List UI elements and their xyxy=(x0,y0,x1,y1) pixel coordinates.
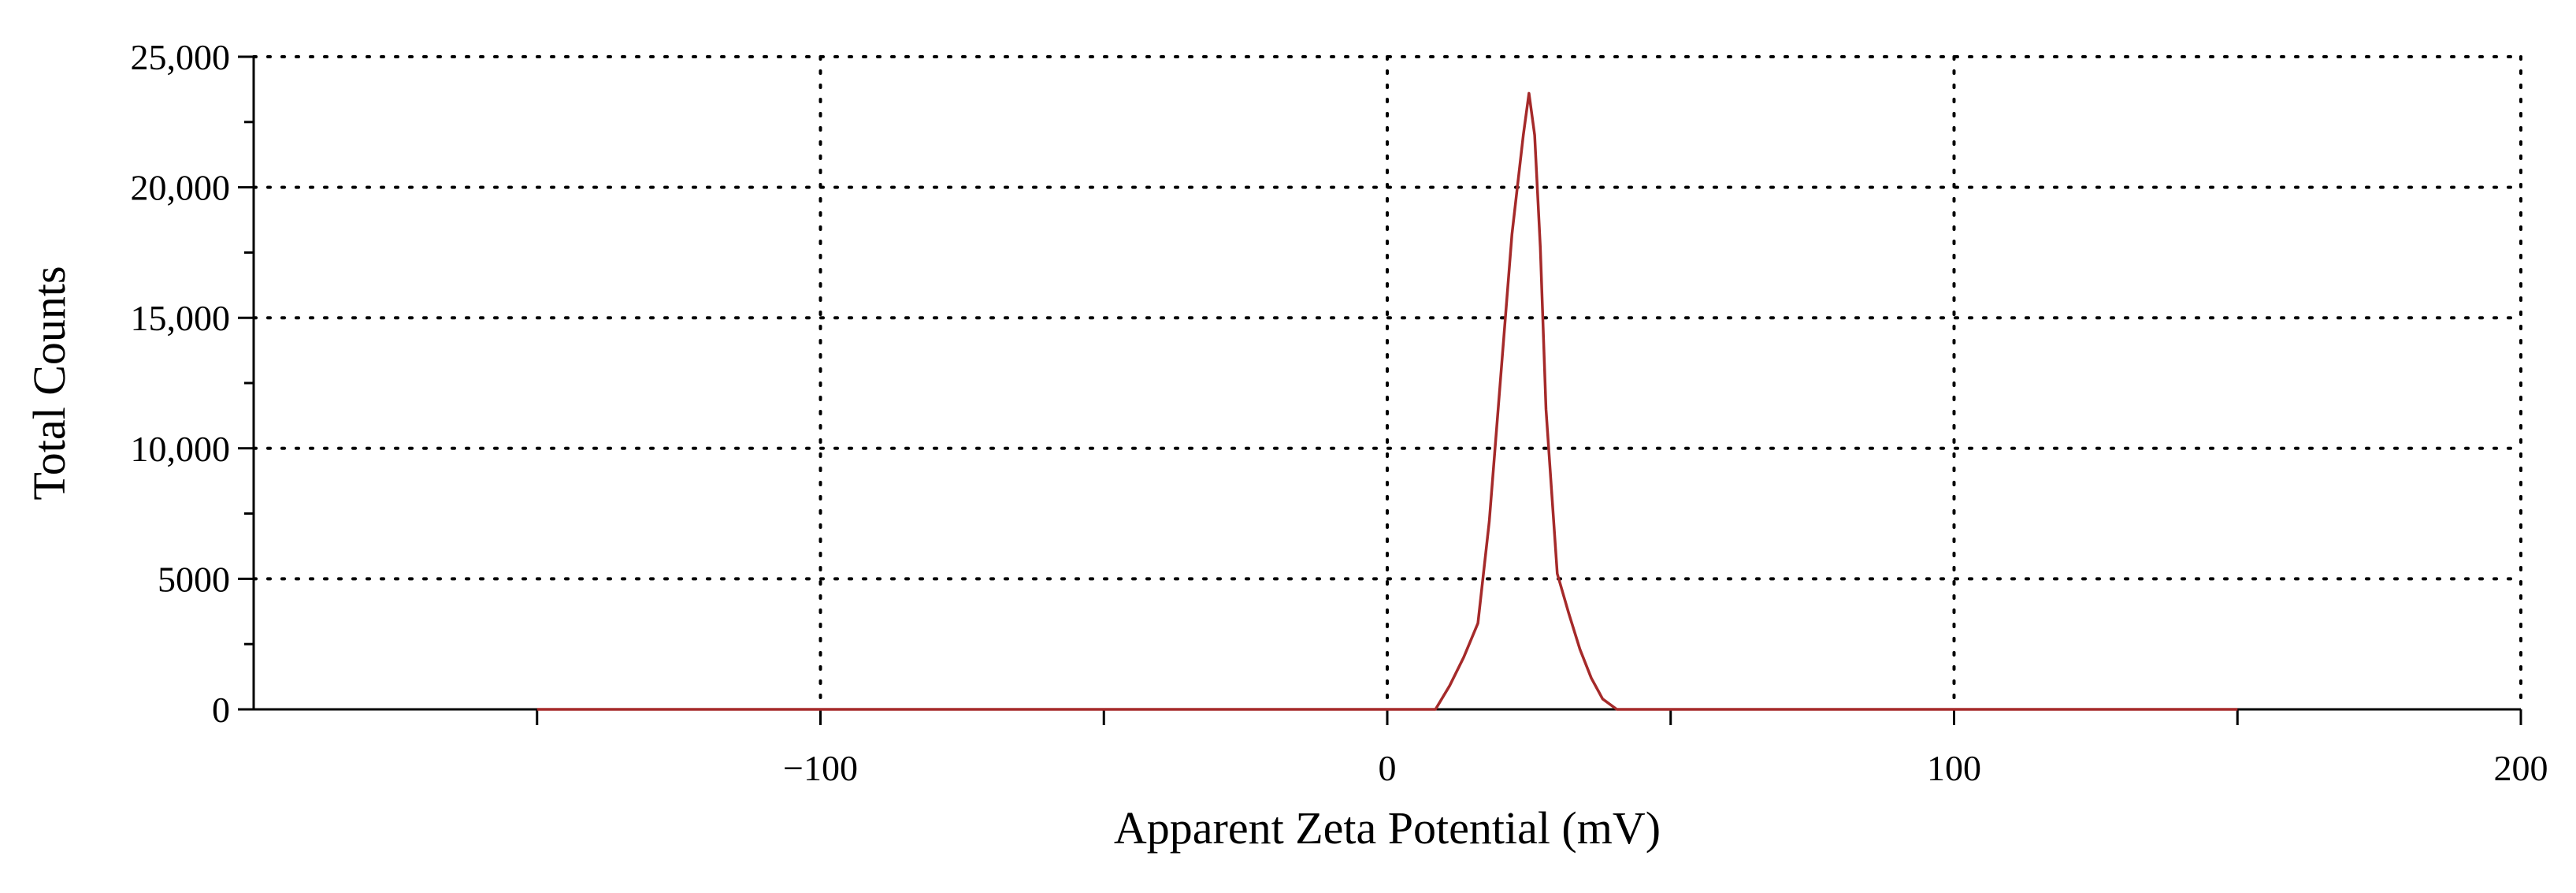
y-tick-label: 20,000 xyxy=(131,168,231,208)
x-tick-label: 0 xyxy=(1379,748,1397,788)
grid-lines xyxy=(252,55,2522,711)
y-tick-label: 15,000 xyxy=(131,298,231,338)
series-layer xyxy=(536,91,2238,711)
y-axis-title: Total Counts xyxy=(24,266,75,500)
series-line xyxy=(536,91,2238,711)
x-tick-label: 200 xyxy=(2494,748,2548,788)
ticks: −100 0 100 200 0 5000 10,000 15,000 20,000 25,000 xyxy=(131,37,2548,788)
x-tick-label: 100 xyxy=(1927,748,1981,788)
y-tick-label: 10,000 xyxy=(131,429,231,469)
x-tick-label: −100 xyxy=(783,748,858,788)
x-axis-title: Apparent Zeta Potential (mV) xyxy=(1114,802,1661,854)
y-tick-label: 0 xyxy=(212,690,230,730)
y-tick-label: 5000 xyxy=(158,559,230,599)
y-tick-label: 25,000 xyxy=(131,37,231,77)
